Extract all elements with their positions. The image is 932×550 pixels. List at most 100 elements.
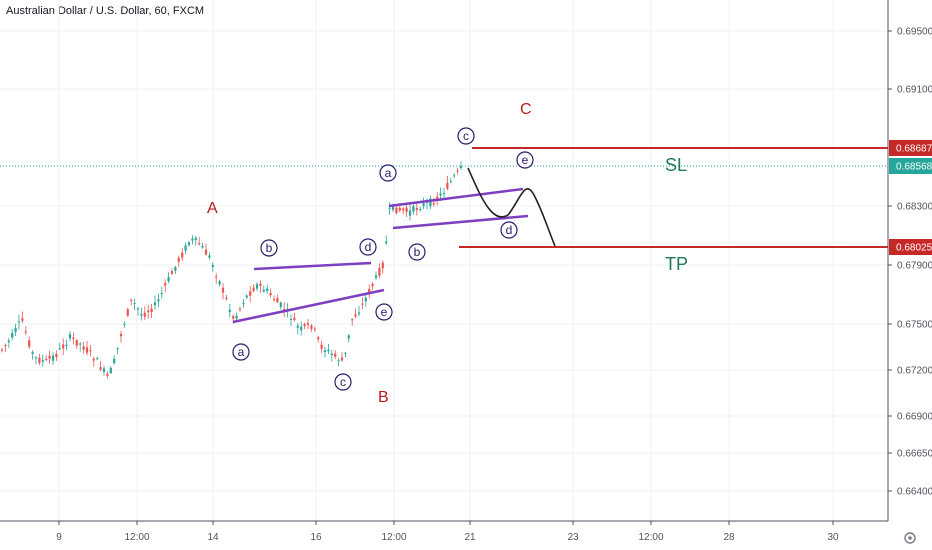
svg-text:e: e bbox=[522, 153, 529, 167]
candle-body bbox=[368, 288, 371, 294]
candle-body bbox=[11, 332, 14, 338]
candle-body bbox=[351, 319, 354, 321]
candle-body bbox=[92, 358, 95, 361]
candle-body bbox=[174, 267, 177, 271]
candle-body bbox=[116, 348, 119, 350]
svg-text:d: d bbox=[365, 240, 372, 254]
candle-body bbox=[31, 352, 34, 354]
candle-body bbox=[310, 325, 313, 329]
candle-body bbox=[385, 241, 388, 244]
x-tick-label: 12:00 bbox=[124, 532, 149, 543]
candle-body bbox=[133, 302, 136, 304]
candle-body bbox=[395, 207, 398, 214]
candle-body bbox=[357, 312, 361, 314]
candle-body bbox=[106, 373, 109, 376]
channel-bottom-2 bbox=[392, 214, 529, 230]
candle-body bbox=[45, 358, 48, 360]
candle-body bbox=[147, 310, 150, 313]
svg-text:d: d bbox=[506, 223, 513, 237]
price-tag bbox=[889, 158, 932, 174]
candle-body bbox=[113, 358, 116, 364]
candle-body bbox=[150, 308, 153, 313]
candle-body bbox=[272, 299, 276, 301]
candle-body bbox=[238, 308, 242, 310]
candle-body bbox=[21, 318, 24, 321]
price-axis[interactable]: 0.69500 0.69100 0.68300 0.67900 0.67500 0.672… bbox=[887, 0, 932, 521]
candle-body bbox=[459, 166, 463, 168]
y-tick-label: 0.69500 bbox=[897, 27, 932, 38]
candle-body bbox=[157, 299, 160, 302]
x-tick-label: 23 bbox=[567, 532, 579, 543]
candle-body bbox=[269, 292, 272, 296]
price-tag-label: 0.68687 bbox=[896, 144, 932, 155]
candle-body bbox=[136, 308, 140, 310]
wave-e-1: e bbox=[375, 303, 393, 321]
candle-body bbox=[194, 237, 197, 241]
gear-icon[interactable] bbox=[904, 532, 916, 544]
x-tick-label: 30 bbox=[827, 532, 839, 543]
candle-body bbox=[160, 292, 163, 294]
chart-title: Australian Dollar / U.S. Dollar, 60, FXC… bbox=[6, 5, 205, 17]
candle-body bbox=[340, 357, 344, 361]
candle-body bbox=[48, 355, 51, 359]
candle-body bbox=[242, 303, 245, 305]
candle-body bbox=[119, 333, 123, 337]
candle-body bbox=[96, 358, 99, 360]
candle-body bbox=[320, 344, 323, 349]
sl-label: SL bbox=[665, 155, 687, 175]
candle-body bbox=[262, 289, 265, 292]
candle-body bbox=[198, 243, 201, 245]
grid-lines bbox=[0, 0, 888, 521]
candle-body bbox=[221, 287, 225, 293]
candle-body bbox=[184, 245, 187, 251]
candle-body bbox=[102, 368, 106, 372]
candle-body bbox=[313, 328, 316, 330]
candle-body bbox=[228, 309, 231, 313]
candle-body bbox=[187, 242, 191, 245]
wave-d-1: d bbox=[359, 238, 377, 256]
candle-body bbox=[381, 262, 384, 269]
candle-body bbox=[391, 204, 395, 210]
candle-body bbox=[371, 283, 374, 287]
candle-body bbox=[51, 355, 55, 361]
candle-body bbox=[65, 345, 68, 347]
candle-body bbox=[181, 252, 184, 258]
tp-label: TP bbox=[665, 254, 688, 274]
y-tick-label: 0.67900 bbox=[897, 261, 932, 272]
candle-body bbox=[109, 367, 112, 374]
candle-body bbox=[41, 360, 44, 362]
wave-a-1: a bbox=[232, 343, 250, 361]
candle-body bbox=[330, 353, 333, 356]
x-tick-label: 16 bbox=[310, 532, 322, 543]
candle-body bbox=[38, 357, 41, 363]
channel-bottom-1 bbox=[232, 288, 385, 324]
candle-body bbox=[432, 203, 435, 205]
svg-text:b: b bbox=[414, 245, 421, 259]
candle-body bbox=[327, 349, 330, 352]
candle-body bbox=[300, 326, 303, 331]
wave-a-2: a bbox=[379, 164, 397, 182]
candle-body bbox=[347, 335, 350, 339]
candle-body bbox=[446, 182, 449, 189]
candle-body bbox=[167, 277, 170, 282]
candle-body bbox=[398, 207, 401, 211]
candle-body bbox=[456, 170, 459, 172]
time-axis[interactable]: 9 12:00 14 16 12:00 21 23 12:00 28 30 bbox=[0, 520, 932, 550]
candle-body bbox=[402, 208, 405, 211]
wave-b-2: b bbox=[408, 243, 426, 261]
candle-body bbox=[405, 207, 408, 212]
candle-body bbox=[249, 291, 252, 296]
svg-text:a: a bbox=[238, 345, 245, 359]
y-tick-label: 0.67500 bbox=[897, 320, 932, 331]
candle-body bbox=[412, 206, 415, 212]
candle-body bbox=[34, 357, 38, 359]
candle-body bbox=[130, 299, 133, 301]
x-tick-label: 21 bbox=[464, 532, 476, 543]
price-tag bbox=[889, 140, 932, 156]
candle-body bbox=[58, 348, 61, 350]
candle-body bbox=[82, 346, 85, 350]
wave-b-1: b bbox=[260, 239, 278, 257]
candle-body bbox=[436, 196, 439, 200]
price-tag bbox=[889, 239, 932, 255]
